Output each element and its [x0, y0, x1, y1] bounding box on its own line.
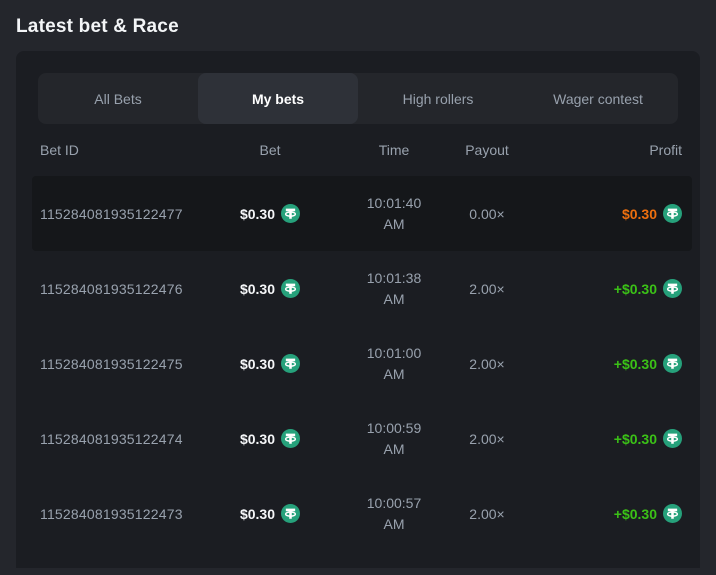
bet-time: 10:00:57 AM [340, 493, 448, 535]
profit-amount: +$0.30 [614, 504, 682, 523]
tether-icon [663, 204, 682, 223]
payout-value: 0.00× [469, 205, 505, 222]
tether-icon [281, 279, 301, 298]
bet-id-value: 115284081935122473 [40, 505, 183, 522]
profit-amount: +$0.30 [614, 279, 682, 298]
profit-amount: +$0.30 [614, 354, 682, 373]
payout-value: 2.00× [469, 430, 505, 447]
bet-amount-value: $0.30 [239, 505, 276, 522]
profit-amount: $0.30 [622, 204, 682, 223]
bet-amount-value: $0.30 [239, 205, 276, 222]
bet-time-meridiem: AM [383, 215, 405, 232]
bets-table-body: 115284081935122477 $0.30 10:01:40 AM 0.0… [16, 176, 700, 551]
bet-id-value: 115284081935122474 [40, 430, 183, 447]
payout-value: 2.00× [469, 505, 505, 522]
bet-time-clock: 10:01:00 [366, 344, 422, 361]
bet-time-meridiem: AM [383, 290, 405, 307]
bet-id-value: 115284081935122477 [40, 205, 183, 222]
bet-id-value: 115284081935122476 [40, 280, 183, 297]
tab-my-bets[interactable]: My bets [198, 73, 358, 124]
table-row[interactable]: 115284081935122474 $0.30 10:00:59 AM 2.0… [32, 401, 692, 476]
bet-amount: $0.30 [239, 204, 301, 223]
table-row[interactable]: 115284081935122475 $0.30 10:01:00 AM 2.0… [32, 326, 692, 401]
table-header-row: Bet ID Bet Time Payout Profit [32, 124, 692, 176]
tab-all-bets[interactable]: All Bets [94, 90, 142, 107]
tether-icon [281, 204, 301, 223]
tether-icon [281, 354, 301, 373]
table-row[interactable]: 115284081935122473 $0.30 10:00:57 AM 2.0… [32, 476, 692, 551]
bets-tab-bar: All Bets My bets High rollers Wager cont… [38, 73, 678, 124]
column-header-bet-id: Bet ID [40, 142, 79, 158]
bet-time: 10:00:59 AM [340, 418, 448, 460]
profit-amount-value: +$0.30 [613, 430, 657, 447]
bet-id-value: 115284081935122475 [40, 355, 183, 372]
table-row[interactable]: 115284081935122477 $0.30 10:01:40 AM 0.0… [32, 176, 692, 251]
profit-amount-value: +$0.30 [613, 505, 657, 522]
bet-amount: $0.30 [239, 429, 301, 448]
bet-amount: $0.30 [239, 354, 301, 373]
bet-amount: $0.30 [239, 279, 301, 298]
column-header-profit: Profit [649, 142, 682, 158]
tether-icon [663, 429, 682, 448]
bet-time: 10:01:40 AM [340, 193, 448, 235]
tab-high-rollers[interactable]: High rollers [402, 90, 474, 107]
bet-time-meridiem: AM [383, 440, 405, 457]
column-header-time: Time [378, 142, 410, 158]
bet-time-meridiem: AM [383, 365, 405, 382]
bet-amount-value: $0.30 [239, 280, 276, 297]
profit-amount: +$0.30 [614, 429, 682, 448]
page-title: Latest bet & Race [16, 16, 179, 37]
profit-amount-value: $0.30 [621, 205, 657, 222]
bet-time-clock: 10:01:38 [366, 269, 422, 286]
tether-icon [281, 429, 301, 448]
payout-value: 2.00× [469, 280, 505, 297]
bet-time: 10:01:38 AM [340, 268, 448, 310]
tether-icon [663, 504, 682, 523]
payout-value: 2.00× [469, 355, 505, 372]
tether-icon [663, 279, 682, 298]
tether-icon [281, 504, 301, 523]
profit-amount-value: +$0.30 [613, 355, 657, 372]
bet-time-clock: 10:00:57 [366, 494, 422, 511]
bet-amount: $0.30 [239, 504, 301, 523]
tab-wager-contest[interactable]: Wager contest [553, 90, 643, 107]
bet-time-clock: 10:01:40 [366, 194, 422, 211]
column-header-payout: Payout [465, 142, 509, 158]
bet-time: 10:01:00 AM [340, 343, 448, 385]
bet-time-meridiem: AM [383, 515, 405, 532]
bet-amount-value: $0.30 [239, 355, 276, 372]
table-row[interactable]: 115284081935122476 $0.30 10:01:38 AM 2.0… [32, 251, 692, 326]
column-header-bet: Bet [259, 142, 281, 158]
bet-time-clock: 10:00:59 [366, 419, 422, 436]
latest-bets-panel: All Bets My bets High rollers Wager cont… [16, 51, 700, 568]
profit-amount-value: +$0.30 [613, 280, 657, 297]
tether-icon [663, 354, 682, 373]
bet-amount-value: $0.30 [239, 430, 276, 447]
